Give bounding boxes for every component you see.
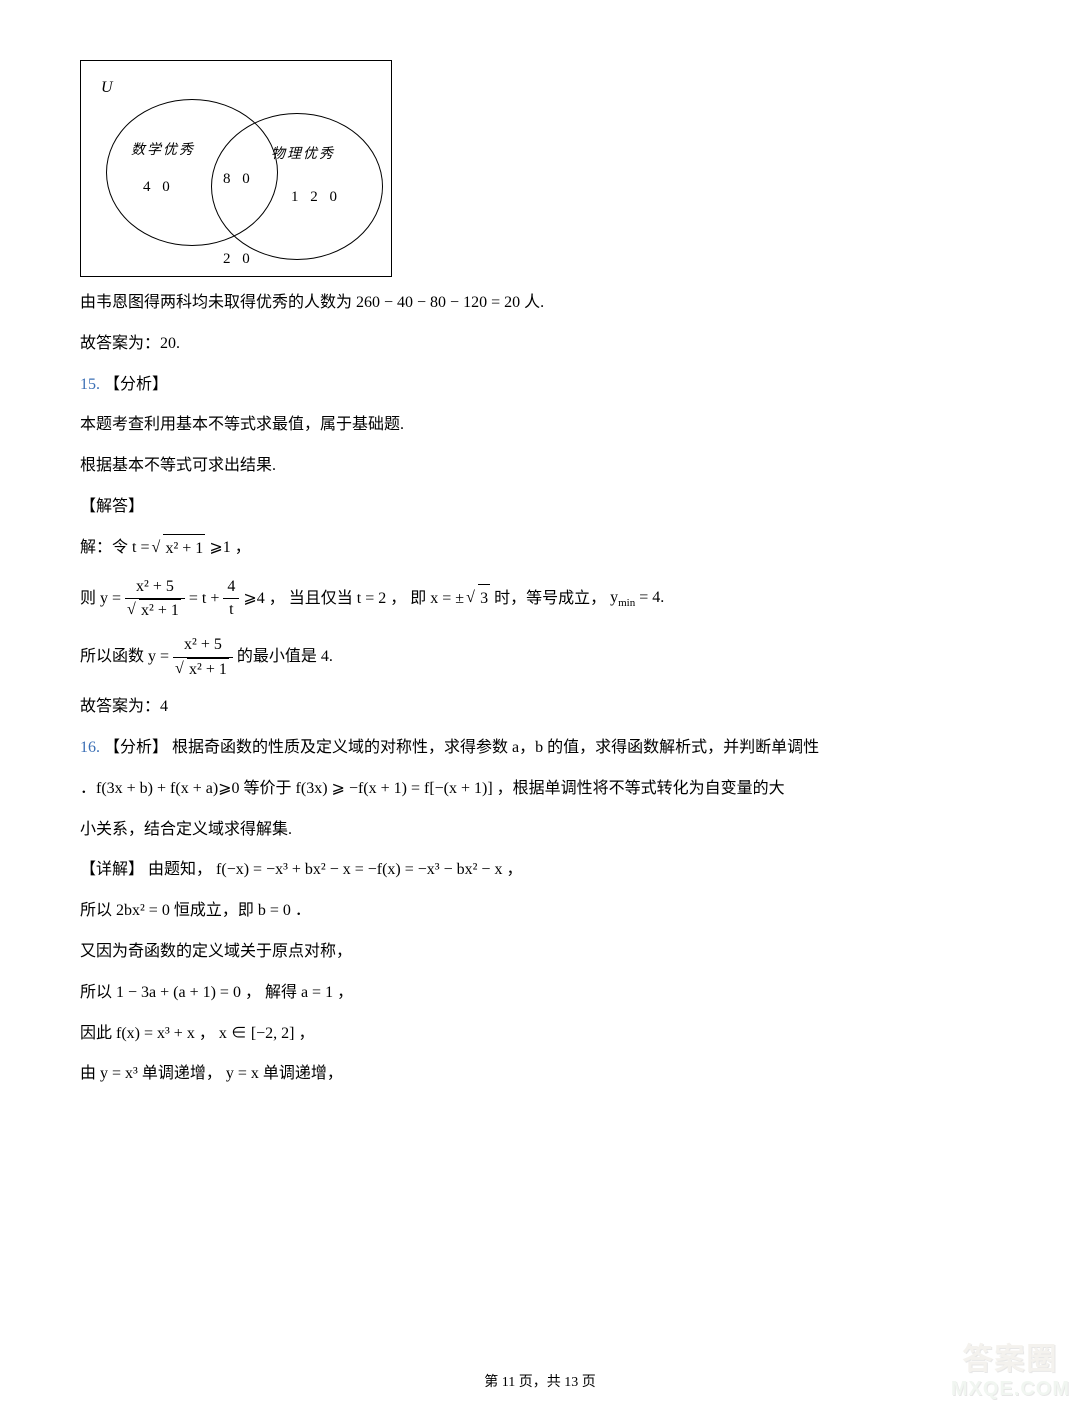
q16-d1-math: f(−x) = −x³ + bx² − x = −f(x) = −x³ − bx… xyxy=(216,861,522,878)
q16-number: 16. xyxy=(80,739,100,756)
q16-analysis-line2: ．f(3x + b) + f(x + a)⩾0 等价于 f(3x) ⩾ −f(x… xyxy=(80,775,1000,804)
watermark: 答案圈 MXQE.COM xyxy=(951,1334,1070,1401)
q15-then-prefix: 则 xyxy=(80,585,96,614)
sqrt-icon: x² + 1 xyxy=(129,599,181,622)
footer-pre: 第 xyxy=(484,1375,502,1390)
q16-analysis-heading: 16. 【分析】 根据奇函数的性质及定义域的对称性，求得参数 a，b 的值，求得… xyxy=(80,734,1000,763)
q15-then-after: 时，等号成立， xyxy=(494,585,606,614)
venn-only-b-count: 1 2 0 xyxy=(291,189,341,206)
q15-analysis-heading: 15. 【分析】 xyxy=(80,371,1000,400)
q15-let-lhs: t = xyxy=(132,534,149,563)
watermark-line1: 答案圈 xyxy=(951,1334,1070,1378)
q15-analysis-label: 【分析】 xyxy=(104,376,168,393)
q15-ymin-sub: min xyxy=(618,597,635,609)
venn-only-a-count: 4 0 xyxy=(143,179,174,196)
q15-then-ge: ⩾4 ， xyxy=(243,585,284,614)
q16-detail-heading-line: 【详解】 由题知， f(−x) = −x³ + bx² − x = −f(x) … xyxy=(80,856,1000,885)
q15-number: 15. xyxy=(80,376,100,393)
venn-set-b-label: 物理优秀 xyxy=(271,143,335,163)
q15-then-rad3: 3 xyxy=(478,584,490,614)
q16-analysis-line1: 根据奇函数的性质及定义域的对称性，求得参数 a，b 的值，求得函数解析式，并判断… xyxy=(172,739,819,756)
footer-post: 页 xyxy=(578,1375,596,1390)
q15-frac2-den: t xyxy=(223,599,239,621)
q15-so-after: 的最小值是 4. xyxy=(237,643,333,672)
watermark-line2: MXQE.COM xyxy=(951,1378,1070,1401)
q15-so-num: x² + 5 xyxy=(173,634,233,657)
q15-then-y: y = xyxy=(100,585,121,614)
page-root: U 数学优秀 物理优秀 4 0 8 0 1 2 0 2 0 由韦恩图得两科均未取… xyxy=(0,0,1080,1411)
q15-ymin-y: y xyxy=(610,589,618,606)
sqrt-icon: x² + 1 xyxy=(177,658,229,681)
q16-d5: 因此 f(x) = x³ + x ， x ∈ [−2, 2] ， xyxy=(80,1020,1000,1049)
q16-d6: 由 y = x³ 单调递增， y = x 单调递增， xyxy=(80,1060,1000,1089)
venn-intersection-count: 8 0 xyxy=(223,171,254,188)
q15-frac1-num: x² + 5 xyxy=(125,576,185,599)
q15-then-cond: 当且仅当 t = 2 ， 即 xyxy=(289,585,426,614)
q16-detail-label: 【详解】 xyxy=(80,861,144,878)
q15-so-frac: x² + 5 x² + 1 xyxy=(173,634,233,681)
q16-d2: 所以 2bx² = 0 恒成立，即 b = 0 ． xyxy=(80,897,1000,926)
q15-frac2: 4 t xyxy=(223,576,239,622)
q15-then-x: x = ± xyxy=(430,585,464,614)
venn-outside-count: 2 0 xyxy=(223,251,254,268)
q15-frac1: x² + 5 x² + 1 xyxy=(125,576,185,623)
venn-universal-label: U xyxy=(101,79,113,97)
venn-set-a-label: 数学优秀 xyxy=(131,139,195,159)
footer-page-total: 13 xyxy=(564,1375,578,1390)
q15-so-prefix: 所以函数 xyxy=(80,643,144,672)
q15-let-prefix: 解：令 xyxy=(80,534,128,563)
q16-d1-prefix: 由题知， xyxy=(148,861,212,878)
q15-ymin: ymin = 4. xyxy=(610,584,664,614)
venn-diagram-box: U 数学优秀 物理优秀 4 0 8 0 1 2 0 2 0 xyxy=(80,60,392,277)
q15-frac1-den: x² + 1 xyxy=(125,599,185,622)
q15-so-y: y = xyxy=(148,643,169,672)
q15-let-t-line: 解：令 t = x² + 1 ⩾1 ， xyxy=(80,534,1000,564)
q15-then-eq2: = t + xyxy=(189,585,220,614)
sqrt-icon: x² + 1 xyxy=(153,534,205,564)
q15-so-den-rad: x² + 1 xyxy=(187,658,229,681)
q15-answer: 故答案为：4 xyxy=(80,693,1000,722)
q16-analysis-line3: 小关系，结合定义域求得解集. xyxy=(80,816,1000,845)
q15-so-line: 所以函数 y = x² + 5 x² + 1 的最小值是 4. xyxy=(80,634,1000,681)
q16-d4: 所以 1 − 3a + (a + 1) = 0 ， 解得 a = 1 ， xyxy=(80,979,1000,1008)
answer-20-text: 故答案为：20. xyxy=(80,330,1000,359)
venn-conclusion-text: 由韦恩图得两科均未取得优秀的人数为 260 − 40 − 80 − 120 = … xyxy=(80,289,1000,318)
footer-mid: 页，共 xyxy=(515,1375,564,1390)
q15-frac1-den-rad: x² + 1 xyxy=(139,599,181,622)
q15-let-radicand: x² + 1 xyxy=(163,534,205,564)
q15-solution-heading: 【解答】 xyxy=(80,493,1000,522)
q15-frac2-num: 4 xyxy=(223,576,239,599)
page-footer: 第 11 页，共 13 页 xyxy=(0,1371,1080,1391)
q15-analysis-line2: 根据基本不等式可求出结果. xyxy=(80,452,1000,481)
q16-analysis-label: 【分析】 xyxy=(104,739,168,756)
sqrt-icon: 3 xyxy=(468,584,490,614)
q15-let-ge: ⩾1 ， xyxy=(209,534,250,563)
q15-ymin-val: = 4. xyxy=(635,589,664,606)
q15-so-den: x² + 1 xyxy=(173,658,233,681)
footer-page-current: 11 xyxy=(502,1375,515,1390)
q16-d3: 又因为奇函数的定义域关于原点对称， xyxy=(80,938,1000,967)
q15-analysis-line1: 本题考查利用基本不等式求最值，属于基础题. xyxy=(80,411,1000,440)
q15-then-line: 则 y = x² + 5 x² + 1 = t + 4 t ⩾4 ， 当且仅当 … xyxy=(80,576,1000,623)
